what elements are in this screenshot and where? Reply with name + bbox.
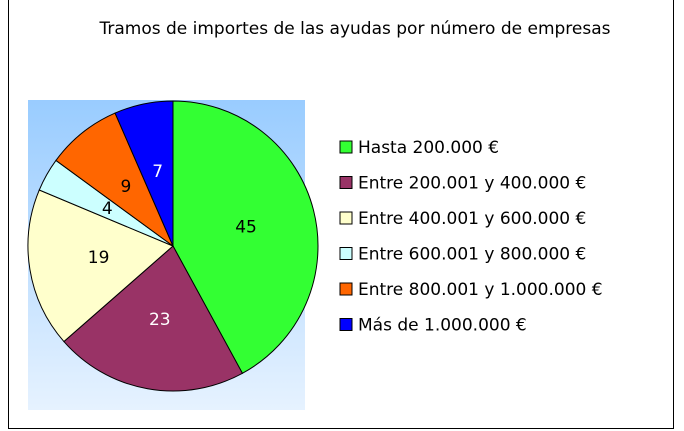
legend-label: Entre 800.001 y 1.000.000 € (358, 280, 603, 300)
pie-slice (27, 189, 174, 343)
chart-title: Tramos de importes de las ayudas por núm… (99, 19, 611, 39)
legend-label: Entre 400.001 y 600.000 € (358, 209, 586, 229)
data-label: 4 (102, 199, 113, 219)
legend-swatch (339, 282, 353, 296)
legend-swatch (339, 247, 353, 260)
legend-label: Hasta 200.000 € (358, 138, 499, 158)
legend-label: Más de 1.000.000 € (358, 316, 527, 336)
pie-slice (172, 100, 319, 374)
data-label: 7 (152, 162, 163, 182)
data-label: 45 (235, 217, 257, 237)
data-label: 23 (149, 310, 171, 330)
legend-swatch (339, 318, 353, 331)
data-label: 9 (120, 177, 131, 197)
legend-label: Entre 600.001 y 800.000 € (358, 245, 586, 265)
pie-slice (114, 100, 174, 247)
pie-slice (63, 245, 244, 392)
legend-label: Entre 200.001 y 400.000 € (358, 174, 586, 194)
chart-frame (8, 0, 674, 429)
legend-swatch (339, 211, 353, 225)
legend-swatch (339, 140, 353, 154)
legend-swatch (339, 176, 353, 189)
data-label: 19 (88, 248, 110, 268)
